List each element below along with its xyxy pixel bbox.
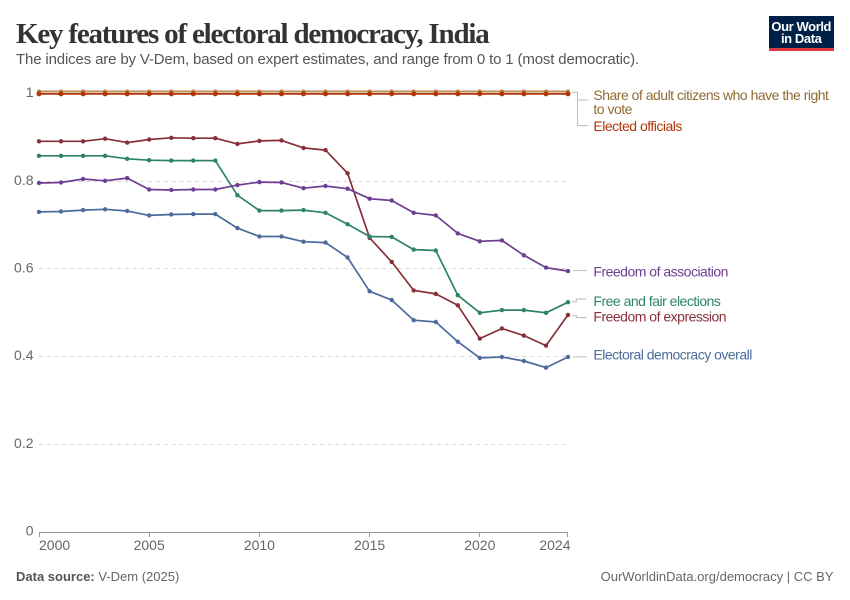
svg-text:0.8: 0.8 — [14, 172, 34, 188]
svg-text:1: 1 — [26, 84, 34, 100]
svg-text:Free and fair elections: Free and fair elections — [593, 293, 721, 309]
svg-text:2010: 2010 — [244, 537, 275, 553]
svg-text:Electoral democracy overall: Electoral democracy overall — [593, 347, 752, 363]
svg-text:2015: 2015 — [354, 537, 385, 553]
svg-text:2020: 2020 — [464, 537, 495, 553]
svg-text:0.2: 0.2 — [14, 435, 34, 451]
svg-text:to vote: to vote — [593, 101, 632, 117]
svg-text:2005: 2005 — [134, 537, 165, 553]
svg-text:0.6: 0.6 — [14, 260, 34, 276]
svg-text:0: 0 — [26, 523, 34, 539]
svg-text:Elected officials: Elected officials — [593, 118, 682, 134]
svg-text:0.4: 0.4 — [14, 347, 34, 363]
svg-text:Freedom of association: Freedom of association — [593, 263, 728, 279]
svg-text:Freedom of expression: Freedom of expression — [593, 308, 726, 324]
svg-text:2024: 2024 — [539, 537, 570, 553]
svg-text:Share of adult citizens who ha: Share of adult citizens who have the rig… — [593, 87, 829, 103]
svg-text:2000: 2000 — [39, 537, 70, 553]
